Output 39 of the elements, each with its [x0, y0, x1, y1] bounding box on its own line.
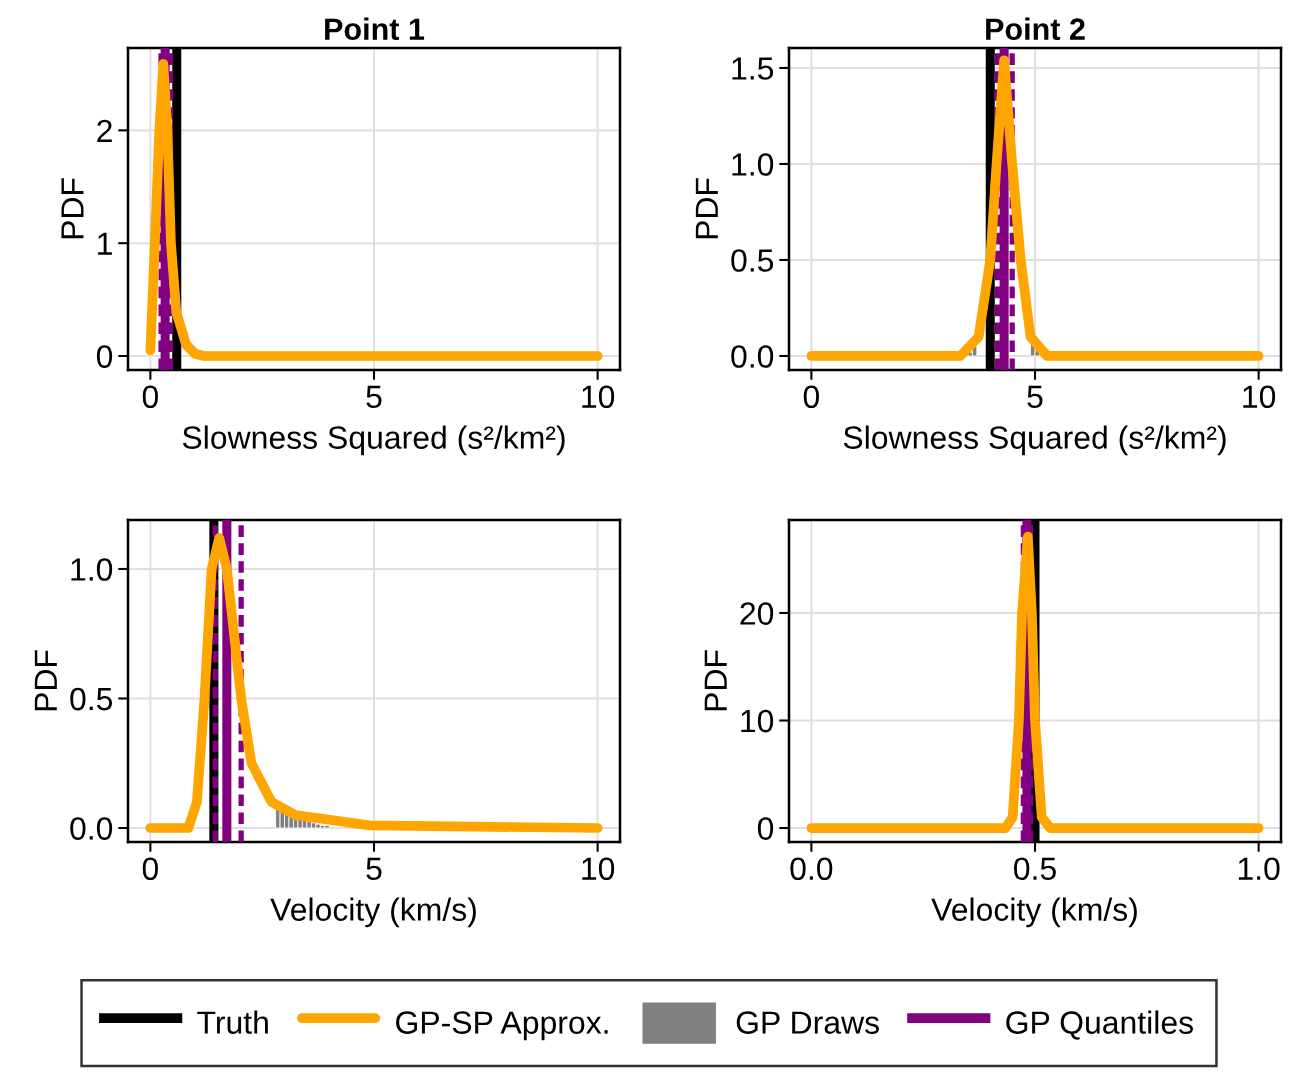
y-axis-title: PDF — [695, 178, 718, 239]
y-tick-label: 0.0 — [731, 345, 774, 368]
x-tick-label: 0 — [142, 857, 158, 881]
y-tick-label: 1.0 — [71, 558, 113, 581]
x-tick-label: 0.5 — [1014, 857, 1056, 881]
legend-label: GP Quantiles — [1006, 1010, 1193, 1040]
x-axis-title: Velocity (km/s) — [931, 897, 1137, 928]
y-axis-title: PDF — [61, 178, 84, 239]
y-tick-label: 1.0 — [732, 153, 774, 176]
y-tick-label: 20 — [740, 602, 774, 625]
chart-title: Point 1 — [325, 17, 425, 40]
y-axis-title: PDF — [34, 650, 57, 711]
x-tick-label: 5 — [366, 385, 382, 409]
x-tick-label: 0 — [803, 385, 819, 409]
x-tick-label: 1.0 — [1238, 857, 1280, 881]
legend-label: GP Draws — [736, 1011, 879, 1034]
x-tick-label: 10 — [582, 385, 615, 409]
y-tick-label: 1.5 — [732, 57, 774, 80]
x-axis-title: Velocity (km/s) — [270, 897, 476, 928]
y-tick-label: 1 — [98, 232, 112, 255]
legend-label: GP-SP Approx. — [396, 1011, 608, 1041]
legend-label: Truth — [197, 1010, 268, 1034]
y-tick-label: 0 — [757, 817, 774, 840]
y-tick-label: 0.5 — [731, 249, 774, 272]
y-tick-label: 2 — [97, 119, 112, 142]
y-tick-label: 0 — [96, 345, 113, 368]
y-tick-label: 0.5 — [70, 687, 113, 711]
y-tick-label: 0.0 — [70, 817, 113, 840]
y-tick-label: 10 — [741, 709, 774, 733]
x-tick-label: 0.0 — [790, 857, 833, 881]
x-tick-label: 0 — [142, 385, 158, 409]
x-axis-title: Slowness Squared (s²/km²) — [182, 425, 565, 456]
x-tick-label: 10 — [1243, 385, 1276, 409]
chart-title: Point 2 — [986, 17, 1085, 40]
y-axis-title: PDF — [704, 650, 727, 711]
x-tick-label: 10 — [582, 857, 615, 881]
x-tick-label: 5 — [366, 857, 382, 881]
x-tick-label: 5 — [1027, 385, 1043, 409]
x-axis-title: Slowness Squared (s²/km²) — [843, 425, 1226, 456]
